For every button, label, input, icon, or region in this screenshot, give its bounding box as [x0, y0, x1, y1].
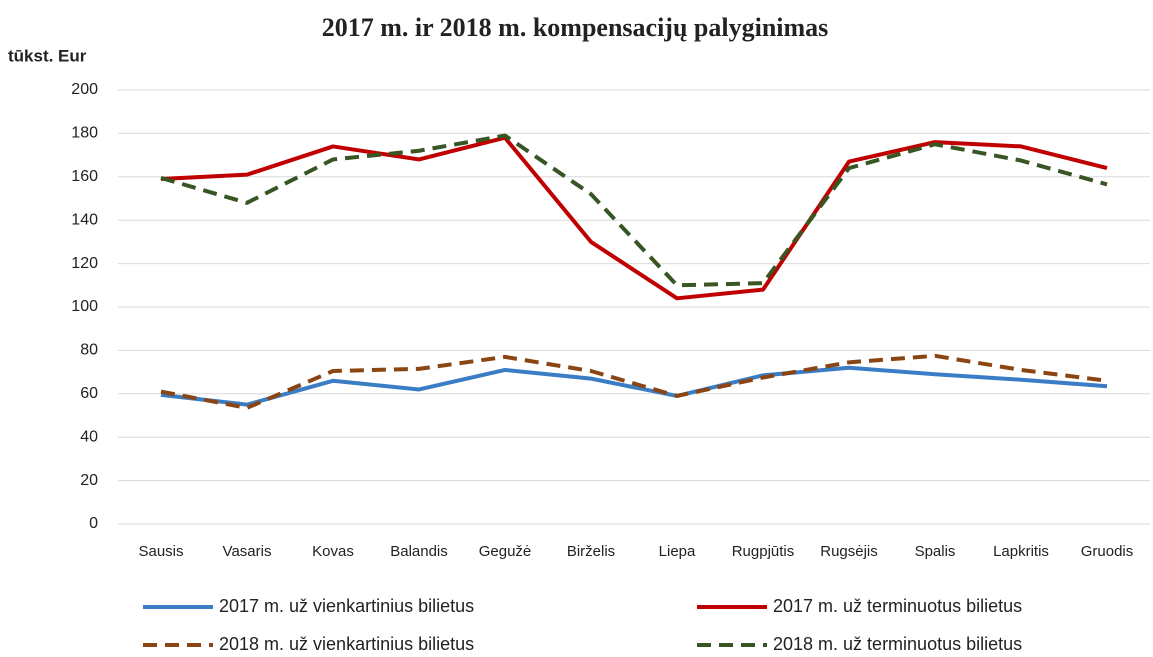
x-tick-label: Gegužė — [479, 543, 532, 560]
y-tick-label: 0 — [89, 515, 98, 532]
x-tick-label: Kovas — [312, 543, 354, 560]
x-tick-label: Rugsėjis — [820, 543, 878, 560]
x-tick-label: Gruodis — [1081, 543, 1134, 560]
x-tick-label: Spalis — [915, 543, 956, 560]
y-tick-label: 60 — [80, 385, 98, 402]
x-tick-label: Lapkritis — [993, 543, 1049, 560]
y-tick-label: 80 — [80, 342, 98, 359]
x-tick-label: Birželis — [567, 543, 615, 560]
y-tick-label: 120 — [71, 255, 98, 272]
y-tick-label: 180 — [71, 125, 98, 142]
y-tick-label: 20 — [80, 472, 98, 489]
y-tick-label: 160 — [71, 168, 98, 185]
x-tick-label: Vasaris — [223, 543, 272, 560]
y-tick-label: 100 — [71, 298, 98, 315]
y-tick-label: 140 — [71, 211, 98, 228]
chart-title: 2017 m. ir 2018 m. kompensacijų palygini… — [322, 13, 829, 42]
x-tick-label: Sausis — [138, 543, 183, 560]
legend-label: 2018 m. už terminuotus bilietus — [773, 634, 1022, 654]
series-line — [160, 353, 1108, 410]
legend-label: 2017 m. už vienkartinius bilietus — [219, 596, 474, 616]
y-tick-label: 200 — [71, 81, 98, 98]
legend-label: 2017 m. už terminuotus bilietus — [773, 596, 1022, 616]
y-tick-label: 40 — [80, 428, 98, 445]
series-line — [160, 365, 1108, 407]
x-tick-label: Rugpjūtis — [732, 543, 795, 560]
x-tick-label: Liepa — [659, 543, 696, 560]
y-axis-label: tūkst. Eur — [8, 46, 87, 65]
legend-label: 2018 m. už vienkartinius bilietus — [219, 634, 474, 654]
series-line — [160, 135, 1108, 301]
x-tick-label: Balandis — [390, 543, 448, 560]
